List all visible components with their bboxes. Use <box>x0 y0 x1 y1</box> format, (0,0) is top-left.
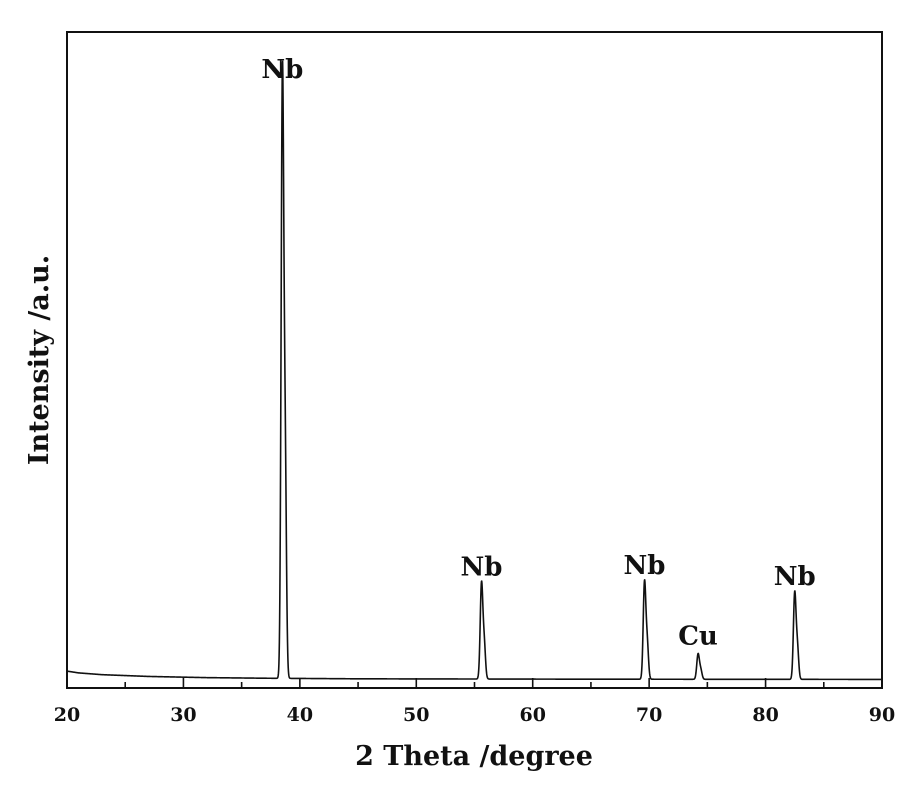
peak-label: Nb <box>461 552 503 582</box>
plot-frame <box>67 32 882 688</box>
peak-label: Nb <box>261 55 303 85</box>
peak-label: Nb <box>774 562 816 592</box>
x-tick-label: 50 <box>403 704 429 726</box>
y-axis-title: Intensity /a.u. <box>24 255 55 465</box>
x-tick-label: 70 <box>636 704 662 726</box>
x-axis-tick-labels: 20 30 40 50 60 70 80 90 <box>54 704 895 726</box>
x-tick-label: 90 <box>869 704 895 726</box>
peak-label: Nb <box>624 551 666 581</box>
x-tick-label: 80 <box>752 704 778 726</box>
x-tick-label: 30 <box>170 704 196 726</box>
peak-labels: Nb Nb Nb Cu Nb <box>261 55 815 652</box>
x-tick-label: 40 <box>287 704 313 726</box>
x-tick-label: 20 <box>54 704 80 726</box>
peak-label: Cu <box>678 622 718 652</box>
x-tick-label: 60 <box>519 704 545 726</box>
series-line <box>67 61 882 679</box>
x-axis-title: 2 Theta /degree <box>355 741 593 772</box>
